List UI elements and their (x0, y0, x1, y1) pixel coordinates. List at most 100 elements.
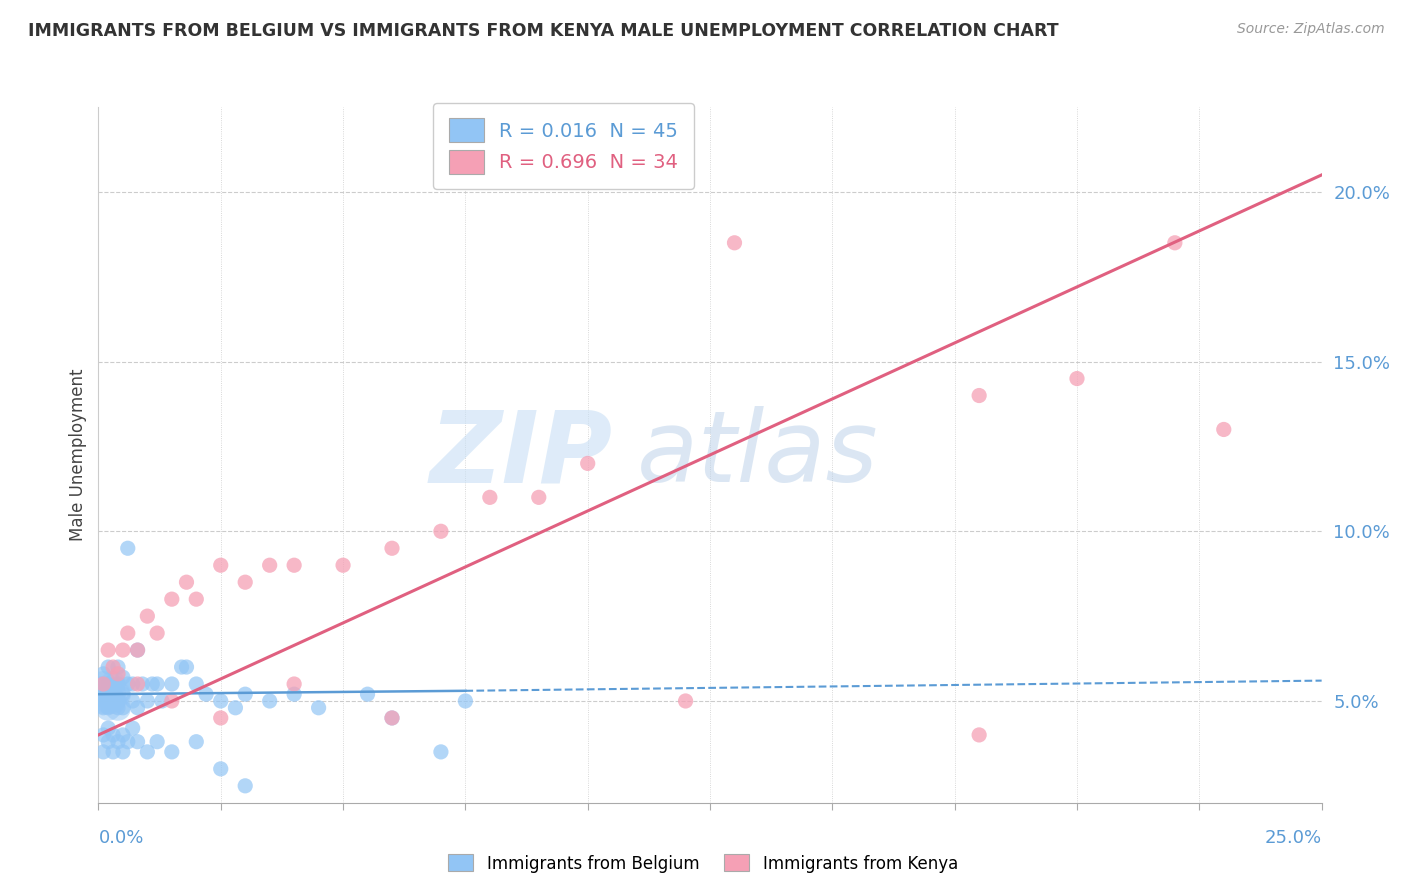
Point (136, 694, 159, 708)
Point (97, 694, 120, 708)
Point (101, 728, 124, 742)
Point (97, 700, 120, 714)
Point (121, 694, 143, 708)
Point (146, 626, 169, 640)
Point (97, 721, 120, 735)
Point (91, 666, 114, 681)
Point (136, 609, 159, 624)
Point (160, 694, 183, 708)
Point (127, 735, 149, 749)
Point (209, 558, 232, 573)
Point (91, 728, 114, 742)
Point (101, 673, 124, 688)
Point (101, 745, 124, 759)
Point (146, 677, 169, 691)
Point (117, 541, 139, 556)
Point (308, 700, 330, 714)
Point (283, 687, 305, 701)
Point (381, 711, 404, 725)
Point (121, 721, 143, 735)
Point (176, 575, 198, 590)
Point (101, 694, 124, 708)
Point (101, 698, 124, 712)
Text: 25.0%: 25.0% (1264, 829, 1322, 847)
Point (121, 677, 143, 691)
Point (101, 660, 124, 674)
Point (209, 762, 232, 776)
Point (1164, 235, 1187, 250)
Point (107, 666, 129, 681)
Legend: Immigrants from Belgium, Immigrants from Kenya: Immigrants from Belgium, Immigrants from… (441, 847, 965, 880)
Text: Source: ZipAtlas.com: Source: ZipAtlas.com (1237, 22, 1385, 37)
Point (176, 660, 198, 674)
Point (381, 541, 404, 556)
Point (107, 700, 129, 714)
Point (117, 677, 139, 691)
Point (101, 677, 124, 691)
Point (209, 694, 232, 708)
Point (259, 694, 281, 708)
Point (127, 643, 149, 657)
Point (91, 677, 114, 691)
Point (107, 735, 129, 749)
Point (430, 745, 453, 759)
Point (576, 457, 599, 471)
Point (478, 491, 501, 505)
Point (186, 677, 208, 691)
Point (111, 670, 134, 684)
Y-axis label: Male Unemployment: Male Unemployment (69, 368, 87, 541)
Point (101, 687, 124, 701)
Point (117, 735, 139, 749)
Point (150, 694, 173, 708)
Point (97, 700, 120, 714)
Point (91, 677, 114, 691)
Point (91, 694, 114, 708)
Point (1212, 422, 1234, 436)
Point (101, 683, 124, 698)
Point (107, 677, 129, 691)
Point (91, 745, 114, 759)
Point (967, 388, 990, 402)
Text: 0.0%: 0.0% (98, 829, 143, 847)
Point (107, 694, 129, 708)
Point (146, 735, 169, 749)
Point (90, 677, 112, 691)
Point (127, 677, 149, 691)
Point (127, 643, 149, 657)
Point (723, 235, 745, 250)
Point (136, 745, 159, 759)
Point (97, 660, 120, 674)
Point (111, 687, 134, 701)
Point (430, 524, 453, 539)
Point (1066, 371, 1088, 385)
Point (131, 677, 153, 691)
Point (283, 558, 305, 573)
Point (527, 491, 550, 505)
Point (107, 660, 129, 674)
Point (141, 677, 163, 691)
Point (186, 735, 208, 749)
Text: atlas: atlas (637, 407, 879, 503)
Point (90, 687, 112, 701)
Point (454, 694, 477, 708)
Point (224, 700, 246, 714)
Point (117, 626, 139, 640)
Point (111, 700, 134, 714)
Point (91, 700, 114, 714)
Point (160, 592, 183, 607)
Point (111, 745, 134, 759)
Point (160, 677, 183, 691)
Point (127, 700, 149, 714)
Point (259, 558, 281, 573)
Point (233, 687, 256, 701)
Point (195, 687, 218, 701)
Point (233, 575, 256, 590)
Point (186, 592, 208, 607)
Point (97, 643, 120, 657)
Point (356, 687, 378, 701)
Point (97, 683, 120, 698)
Point (381, 711, 404, 725)
Point (97, 677, 120, 691)
Point (91, 687, 114, 701)
Point (97, 694, 120, 708)
